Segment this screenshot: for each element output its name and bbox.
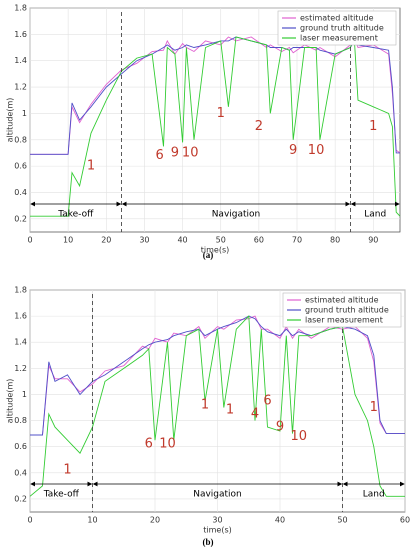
x-tick-label: 70 bbox=[292, 236, 302, 245]
legend-label: ground truth altitude bbox=[305, 306, 389, 315]
x-tick-label: 0 bbox=[27, 516, 32, 525]
y-tick-label: 1 bbox=[22, 109, 27, 118]
x-tick-label: 50 bbox=[216, 236, 226, 245]
x-tick-label: 40 bbox=[275, 516, 285, 525]
legend-label: laser measurement bbox=[305, 316, 383, 325]
y-tick-label: 0.6 bbox=[14, 442, 27, 451]
y-tick-label: 1.6 bbox=[14, 30, 27, 39]
x-axis-label: time(s) bbox=[201, 246, 229, 255]
x-tick-label: 40 bbox=[177, 236, 187, 245]
x-tick-label: 30 bbox=[139, 236, 149, 245]
annotation: 1 bbox=[87, 159, 95, 174]
annotation: 1 bbox=[226, 403, 234, 418]
x-tick-label: 10 bbox=[87, 516, 97, 525]
annotation: 1 bbox=[370, 400, 378, 415]
phase-label: Navigation bbox=[193, 490, 242, 500]
plot-area bbox=[29, 7, 401, 233]
annotation: 9 bbox=[289, 143, 297, 158]
annotation: 10 bbox=[308, 143, 325, 158]
y-tick-label: 0.4 bbox=[14, 468, 27, 477]
phase-label: Land bbox=[363, 490, 385, 500]
x-tick-label: 20 bbox=[150, 516, 160, 525]
phase-label: Land bbox=[364, 210, 386, 220]
annotation: 1 bbox=[217, 106, 225, 121]
x-axis-label: time(s) bbox=[203, 526, 231, 535]
annotation: 6 bbox=[145, 437, 153, 452]
annotation: 10 bbox=[290, 429, 307, 444]
x-tick-label: 20 bbox=[101, 236, 111, 245]
annotation: 6 bbox=[156, 148, 164, 163]
annotation: 6 bbox=[263, 394, 271, 409]
x-tick-label: 50 bbox=[337, 516, 347, 525]
x-tick-label: 80 bbox=[330, 236, 340, 245]
y-axis-label: altitude(m) bbox=[6, 98, 15, 143]
legend-label: estimated altitude bbox=[300, 14, 374, 23]
x-tick-label: 30 bbox=[212, 516, 222, 525]
y-tick-label: 0.4 bbox=[14, 188, 27, 197]
annotation: 9 bbox=[171, 145, 179, 160]
y-tick-label: 0.6 bbox=[14, 162, 27, 171]
phase-label: Navigation bbox=[212, 210, 261, 220]
phase-label: Take-off bbox=[43, 490, 80, 500]
annotation: 10 bbox=[159, 437, 176, 452]
x-tick-label: 60 bbox=[254, 236, 264, 245]
annotation: 4 bbox=[251, 407, 259, 422]
data-line bbox=[29, 315, 405, 497]
y-tick-label: 1.8 bbox=[14, 4, 27, 13]
x-tick-label: 90 bbox=[368, 236, 378, 245]
y-tick-label: 0.8 bbox=[14, 135, 27, 144]
y-tick-label: 1.6 bbox=[14, 312, 27, 321]
legend-label: estimated altitude bbox=[305, 296, 379, 305]
annotation: 2 bbox=[255, 119, 263, 134]
caption: (a) bbox=[203, 250, 214, 260]
y-tick-label: 1.4 bbox=[14, 338, 27, 347]
annotation: 9 bbox=[276, 420, 284, 435]
y-axis-label: altitude(m) bbox=[6, 379, 15, 424]
y-tick-label: 1.4 bbox=[14, 56, 27, 65]
caption: (b) bbox=[203, 537, 214, 547]
y-tick-label: 1.2 bbox=[14, 364, 27, 373]
x-tick-label: 10 bbox=[63, 236, 73, 245]
annotation: 1 bbox=[369, 119, 377, 134]
annotation: 1 bbox=[201, 397, 209, 412]
annotation: 10 bbox=[182, 145, 199, 160]
annotation: 1 bbox=[63, 463, 71, 478]
legend-label: laser measurement bbox=[300, 34, 378, 43]
legend-label: ground truth altitude bbox=[300, 24, 384, 33]
y-tick-label: 1.2 bbox=[14, 83, 27, 92]
y-tick-label: 0.2 bbox=[14, 214, 27, 223]
x-tick-label: 60 bbox=[400, 516, 410, 525]
legend-box bbox=[282, 292, 402, 328]
y-tick-label: 0.8 bbox=[14, 416, 27, 425]
y-tick-label: 1 bbox=[22, 390, 27, 399]
legend-box bbox=[277, 10, 397, 46]
y-tick-label: 0.2 bbox=[14, 494, 27, 503]
phase-label: Take-off bbox=[57, 210, 94, 220]
x-tick-label: 0 bbox=[27, 236, 32, 245]
y-tick-label: 1.8 bbox=[14, 286, 27, 295]
data-line bbox=[30, 315, 405, 436]
